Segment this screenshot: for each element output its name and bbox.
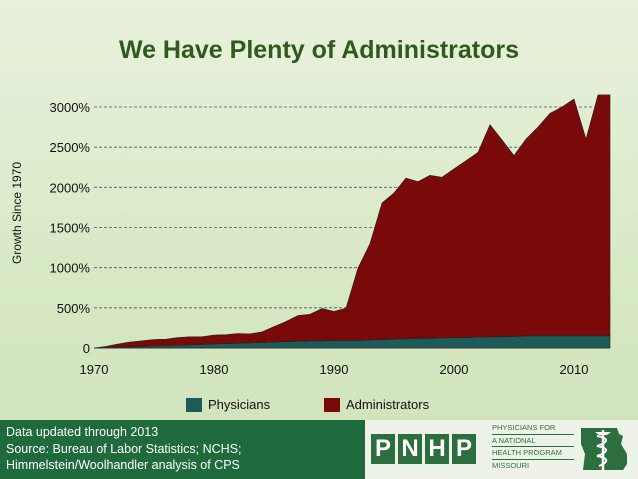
logo-letter: P <box>371 434 395 464</box>
legend-swatch-administrators <box>324 397 340 412</box>
chart-areas <box>93 94 611 349</box>
logo-letter: N <box>398 434 422 464</box>
y-tick-label: 1500% <box>50 221 91 236</box>
legend-swatch-physicians <box>186 397 202 412</box>
logo-letter: H <box>425 434 449 464</box>
y-tick-label: 0 <box>83 341 90 356</box>
source-line-2: Source: Bureau of Labor Statistics; NCHS… <box>6 441 242 456</box>
x-tick-label: 2000 <box>440 362 469 377</box>
x-tick-label: 2010 <box>560 362 589 377</box>
legend-label-physicians: Physicians <box>208 397 271 412</box>
logo-text-line-1: PHYSICIANS FOR <box>492 423 574 435</box>
y-tick-label: 2500% <box>50 140 91 155</box>
y-tick-label: 3000% <box>50 100 91 115</box>
chart-title: We Have Plenty of Administrators <box>118 36 520 64</box>
logo-text-line-2: A NATIONAL <box>492 436 574 447</box>
x-tick-label: 1970 <box>80 362 109 377</box>
source-line-3: Himmelstein/Woolhandler analysis of CPS <box>6 458 240 472</box>
logo-text-line-3: HEALTH PROGRAM <box>492 448 574 460</box>
logo-text-line-4: MISSOURI <box>492 460 530 470</box>
y-tick-label: 500% <box>57 301 91 316</box>
legend-item-administrators: Administrators <box>324 397 429 412</box>
logo-letter: P <box>452 434 476 464</box>
source-line-1: Data updated through 2013 <box>6 425 159 439</box>
chart-legend: Physicians Administrators <box>0 395 638 415</box>
pnhp-logo: P N H P PHYSICIANS FOR A NATIONAL HEALTH… <box>365 420 638 479</box>
x-tick-label: 1980 <box>200 362 229 377</box>
caduceus-missouri-map-icon <box>581 428 627 470</box>
legend-label-administrators: Administrators <box>346 397 430 412</box>
footer-bar: Data updated through 2013 Source: Bureau… <box>0 420 638 479</box>
y-tick-label: 2000% <box>50 180 91 195</box>
x-tick-label: 1990 <box>320 362 349 377</box>
y-axis-label: Growth Since 1970 <box>10 162 24 264</box>
x-axis-ticks: 1970 1980 1990 2000 2010 <box>80 362 589 377</box>
y-axis-ticks: 0 500% 1000% 1500% 2000% 2500% 3000% <box>50 100 91 356</box>
logo-text: PHYSICIANS FOR A NATIONAL HEALTH PROGRAM… <box>492 423 574 472</box>
source-note: Data updated through 2013 Source: Bureau… <box>6 424 242 474</box>
gridlines <box>94 106 610 309</box>
area-series-administrators <box>93 94 611 349</box>
legend-item-physicians: Physicians <box>186 397 270 412</box>
logo-letters: P N H P <box>371 434 479 464</box>
y-tick-label: 1000% <box>50 261 91 276</box>
